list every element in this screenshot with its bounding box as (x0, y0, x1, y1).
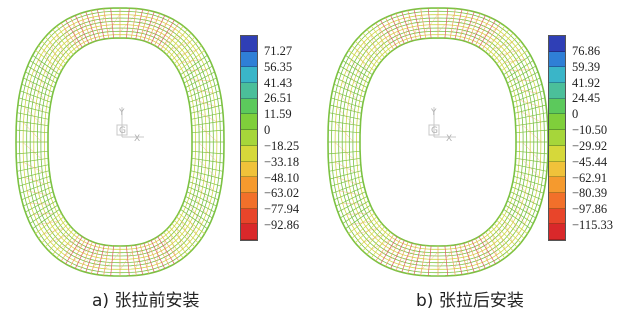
legend-swatch (549, 145, 565, 162)
legend-value: −97.86 (572, 202, 608, 217)
legend-swatch (241, 177, 257, 193)
legend-value: −63.02 (264, 186, 300, 201)
legend-swatch (241, 67, 257, 84)
legend-value: −48.10 (264, 170, 300, 185)
legend-value: −29.92 (572, 138, 608, 153)
legend-value: 0 (572, 107, 579, 122)
legend-swatch (549, 98, 565, 115)
axis-center-label: G (431, 126, 438, 136)
caption: b) 张拉后安装 (416, 291, 524, 311)
axis-triad: YGX (116, 107, 144, 144)
legend-swatch (241, 98, 257, 115)
legend-value: 41.43 (264, 75, 293, 90)
legend-swatch (549, 161, 565, 178)
legend-value: −77.94 (264, 202, 300, 217)
ring-mesh (327, 7, 549, 277)
legend-value: −10.50 (572, 123, 608, 138)
legend-swatch (241, 83, 257, 99)
legend-value: 41.92 (572, 75, 601, 90)
legend-swatch (549, 130, 565, 146)
legend-swatch (549, 177, 565, 193)
legend-swatch (241, 114, 257, 131)
legend-value: −115.33 (572, 218, 613, 233)
mesh-model-before: YGX (15, 7, 225, 277)
legend-swatch (549, 114, 565, 131)
axis-y-label: Y (430, 108, 437, 118)
legend-swatch (549, 224, 565, 240)
ring-mesh (15, 7, 225, 277)
legend-value: 76.86 (572, 43, 601, 58)
color-legend-bar (240, 35, 258, 241)
legend-swatch (241, 130, 257, 146)
mesh-model-after: YGX (327, 7, 549, 277)
axis-triad: YGX (428, 107, 456, 144)
legend-swatch (549, 51, 565, 68)
legend-swatch (241, 36, 257, 52)
axis-x-label: X (446, 134, 452, 144)
legend-value: 26.51 (264, 91, 293, 106)
legend-swatch (241, 51, 257, 68)
legend-swatch (549, 208, 565, 225)
legend-swatch (549, 67, 565, 84)
axis-center-label: G (119, 126, 126, 136)
legend-swatch (241, 145, 257, 162)
legend-value: −80.39 (572, 186, 608, 201)
legend-value: −92.86 (264, 218, 300, 233)
legend-value: 59.39 (572, 59, 601, 74)
legend-value: 24.45 (572, 91, 601, 106)
legend-value: 0 (264, 123, 271, 138)
legend-swatch (241, 161, 257, 178)
legend-value: 11.59 (264, 107, 292, 122)
legend-value: −33.18 (264, 154, 300, 169)
legend-swatch (549, 36, 565, 52)
legend-value: 71.27 (264, 43, 293, 58)
color-legend-bar (548, 35, 566, 241)
axis-y-label: Y (118, 108, 125, 118)
axis-x-label: X (134, 134, 140, 144)
legend-swatch (549, 83, 565, 99)
legend-value: −45.44 (572, 154, 608, 169)
legend-swatch (549, 192, 565, 209)
legend-swatch (241, 208, 257, 225)
legend-value: 56.35 (264, 59, 293, 74)
legend-value: −62.91 (572, 170, 608, 185)
legend-swatch (241, 192, 257, 209)
caption: a) 张拉前安装 (92, 291, 200, 311)
legend-swatch (241, 224, 257, 240)
legend-value: −18.25 (264, 138, 300, 153)
